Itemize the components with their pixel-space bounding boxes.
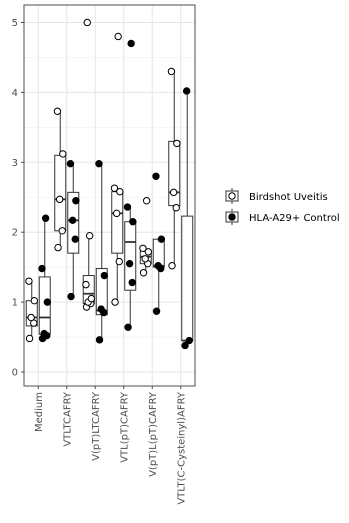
legend-filled-circle-marker (228, 213, 236, 221)
point-birdshot (167, 67, 176, 76)
x-tick-label: V(pT)LTCAFRY (91, 391, 102, 461)
point-birdshot (111, 298, 119, 306)
point-birdshot (139, 244, 147, 252)
point-control (100, 271, 109, 280)
y-tick-label: 5 (12, 18, 18, 29)
point-control (41, 214, 50, 222)
point-birdshot (168, 262, 176, 270)
x-tick-label: VTLT(C-Cysteinyl)AFRY (176, 391, 187, 505)
legend-item-birdshot: Birdshot Uveitis (225, 188, 328, 204)
point-birdshot (139, 269, 148, 277)
point-control (124, 323, 132, 331)
point-control (95, 336, 104, 344)
point-birdshot (82, 280, 90, 289)
legend: Birdshot Uveitis HLA-A29+ Control (225, 188, 340, 225)
box-iqr (111, 191, 124, 254)
x-tick-label: VTLTCAFRY (62, 391, 73, 447)
point-birdshot (85, 231, 94, 240)
point-layer (25, 18, 193, 350)
box-iqr (54, 154, 67, 232)
y-tick-label: 1 (12, 298, 18, 309)
point-birdshot (141, 255, 149, 263)
plot-panel-border (23, 4, 196, 387)
point-control (157, 235, 166, 243)
point-birdshot (59, 150, 67, 158)
box-layer (25, 71, 194, 346)
point-control (43, 298, 52, 306)
point-control (123, 203, 132, 211)
point-birdshot (110, 184, 119, 192)
legend-label-control: HLA-A29+ Control (249, 213, 340, 224)
point-control (152, 172, 160, 180)
x-tick-label: Medium (34, 392, 45, 432)
point-birdshot (115, 257, 123, 266)
point-birdshot (116, 187, 124, 196)
y-axis: 0 1 2 3 4 5 (12, 18, 24, 379)
y-tick-label: 2 (12, 228, 18, 239)
point-birdshot (169, 188, 178, 197)
point-control (97, 305, 105, 313)
point-control (185, 336, 193, 345)
point-control (66, 159, 75, 168)
point-birdshot (112, 209, 121, 218)
box-iqr (181, 215, 194, 342)
point-birdshot (114, 32, 122, 41)
point-birdshot (55, 195, 64, 204)
point-control (125, 259, 134, 268)
box-iqr (38, 276, 51, 335)
point-control (152, 307, 161, 315)
point-control (71, 235, 79, 243)
point-birdshot (25, 334, 34, 343)
point-control (154, 262, 162, 270)
legend-item-control: HLA-A29+ Control (225, 209, 340, 225)
point-birdshot (87, 294, 96, 303)
point-birdshot (83, 18, 91, 27)
x-tick-label: V(pT)L(pT)CAFRY (148, 391, 159, 477)
point-birdshot (173, 139, 181, 148)
point-control (182, 87, 191, 95)
point-birdshot (25, 277, 33, 285)
point-control (68, 216, 77, 225)
point-control (38, 264, 46, 273)
point-control (127, 39, 135, 48)
y-tick-label: 4 (12, 88, 18, 99)
point-birdshot (172, 204, 180, 212)
x-tick-label: VTL(pT)CAFRY (119, 391, 130, 463)
point-control (72, 197, 80, 205)
point-control (67, 292, 75, 301)
point-control (40, 329, 48, 338)
point-birdshot (54, 243, 62, 252)
point-control (95, 159, 103, 168)
point-control (181, 341, 189, 350)
point-birdshot (144, 248, 153, 256)
point-control (128, 278, 136, 287)
x-axis: Medium VTLTCAFRY V(pT)LTCAFRY VTL(pT)CAFRY V… (34, 386, 187, 505)
legend-label-birdshot: Birdshot Uveitis (249, 192, 328, 203)
grid-lines (24, 5, 195, 386)
point-birdshot (142, 197, 151, 205)
point-birdshot (53, 107, 62, 115)
point-birdshot (30, 297, 39, 305)
point-control (129, 218, 137, 226)
y-tick-label: 0 (12, 368, 18, 379)
point-birdshot (27, 313, 35, 322)
point-birdshot (58, 227, 66, 235)
y-tick-label: 3 (12, 158, 18, 169)
legend-open-circle-marker (228, 192, 236, 200)
